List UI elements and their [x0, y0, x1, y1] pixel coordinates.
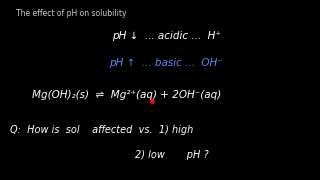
Text: pH ↑  ... basic ...  OH⁻: pH ↑ ... basic ... OH⁻	[109, 58, 222, 68]
Text: The effect of pH on solubility: The effect of pH on solubility	[16, 9, 126, 18]
Text: Mg(OH)₂(s)  ⇌  Mg²⁺(aq) + 2OH⁻(aq): Mg(OH)₂(s) ⇌ Mg²⁺(aq) + 2OH⁻(aq)	[32, 90, 221, 100]
Text: 2) low       pH ?: 2) low pH ?	[10, 150, 208, 160]
Text: pH ↓  ... acidic ...  H⁺: pH ↓ ... acidic ... H⁺	[112, 31, 221, 41]
Text: Q:  How is  sol    affected  vs.  1) high: Q: How is sol affected vs. 1) high	[10, 125, 193, 135]
